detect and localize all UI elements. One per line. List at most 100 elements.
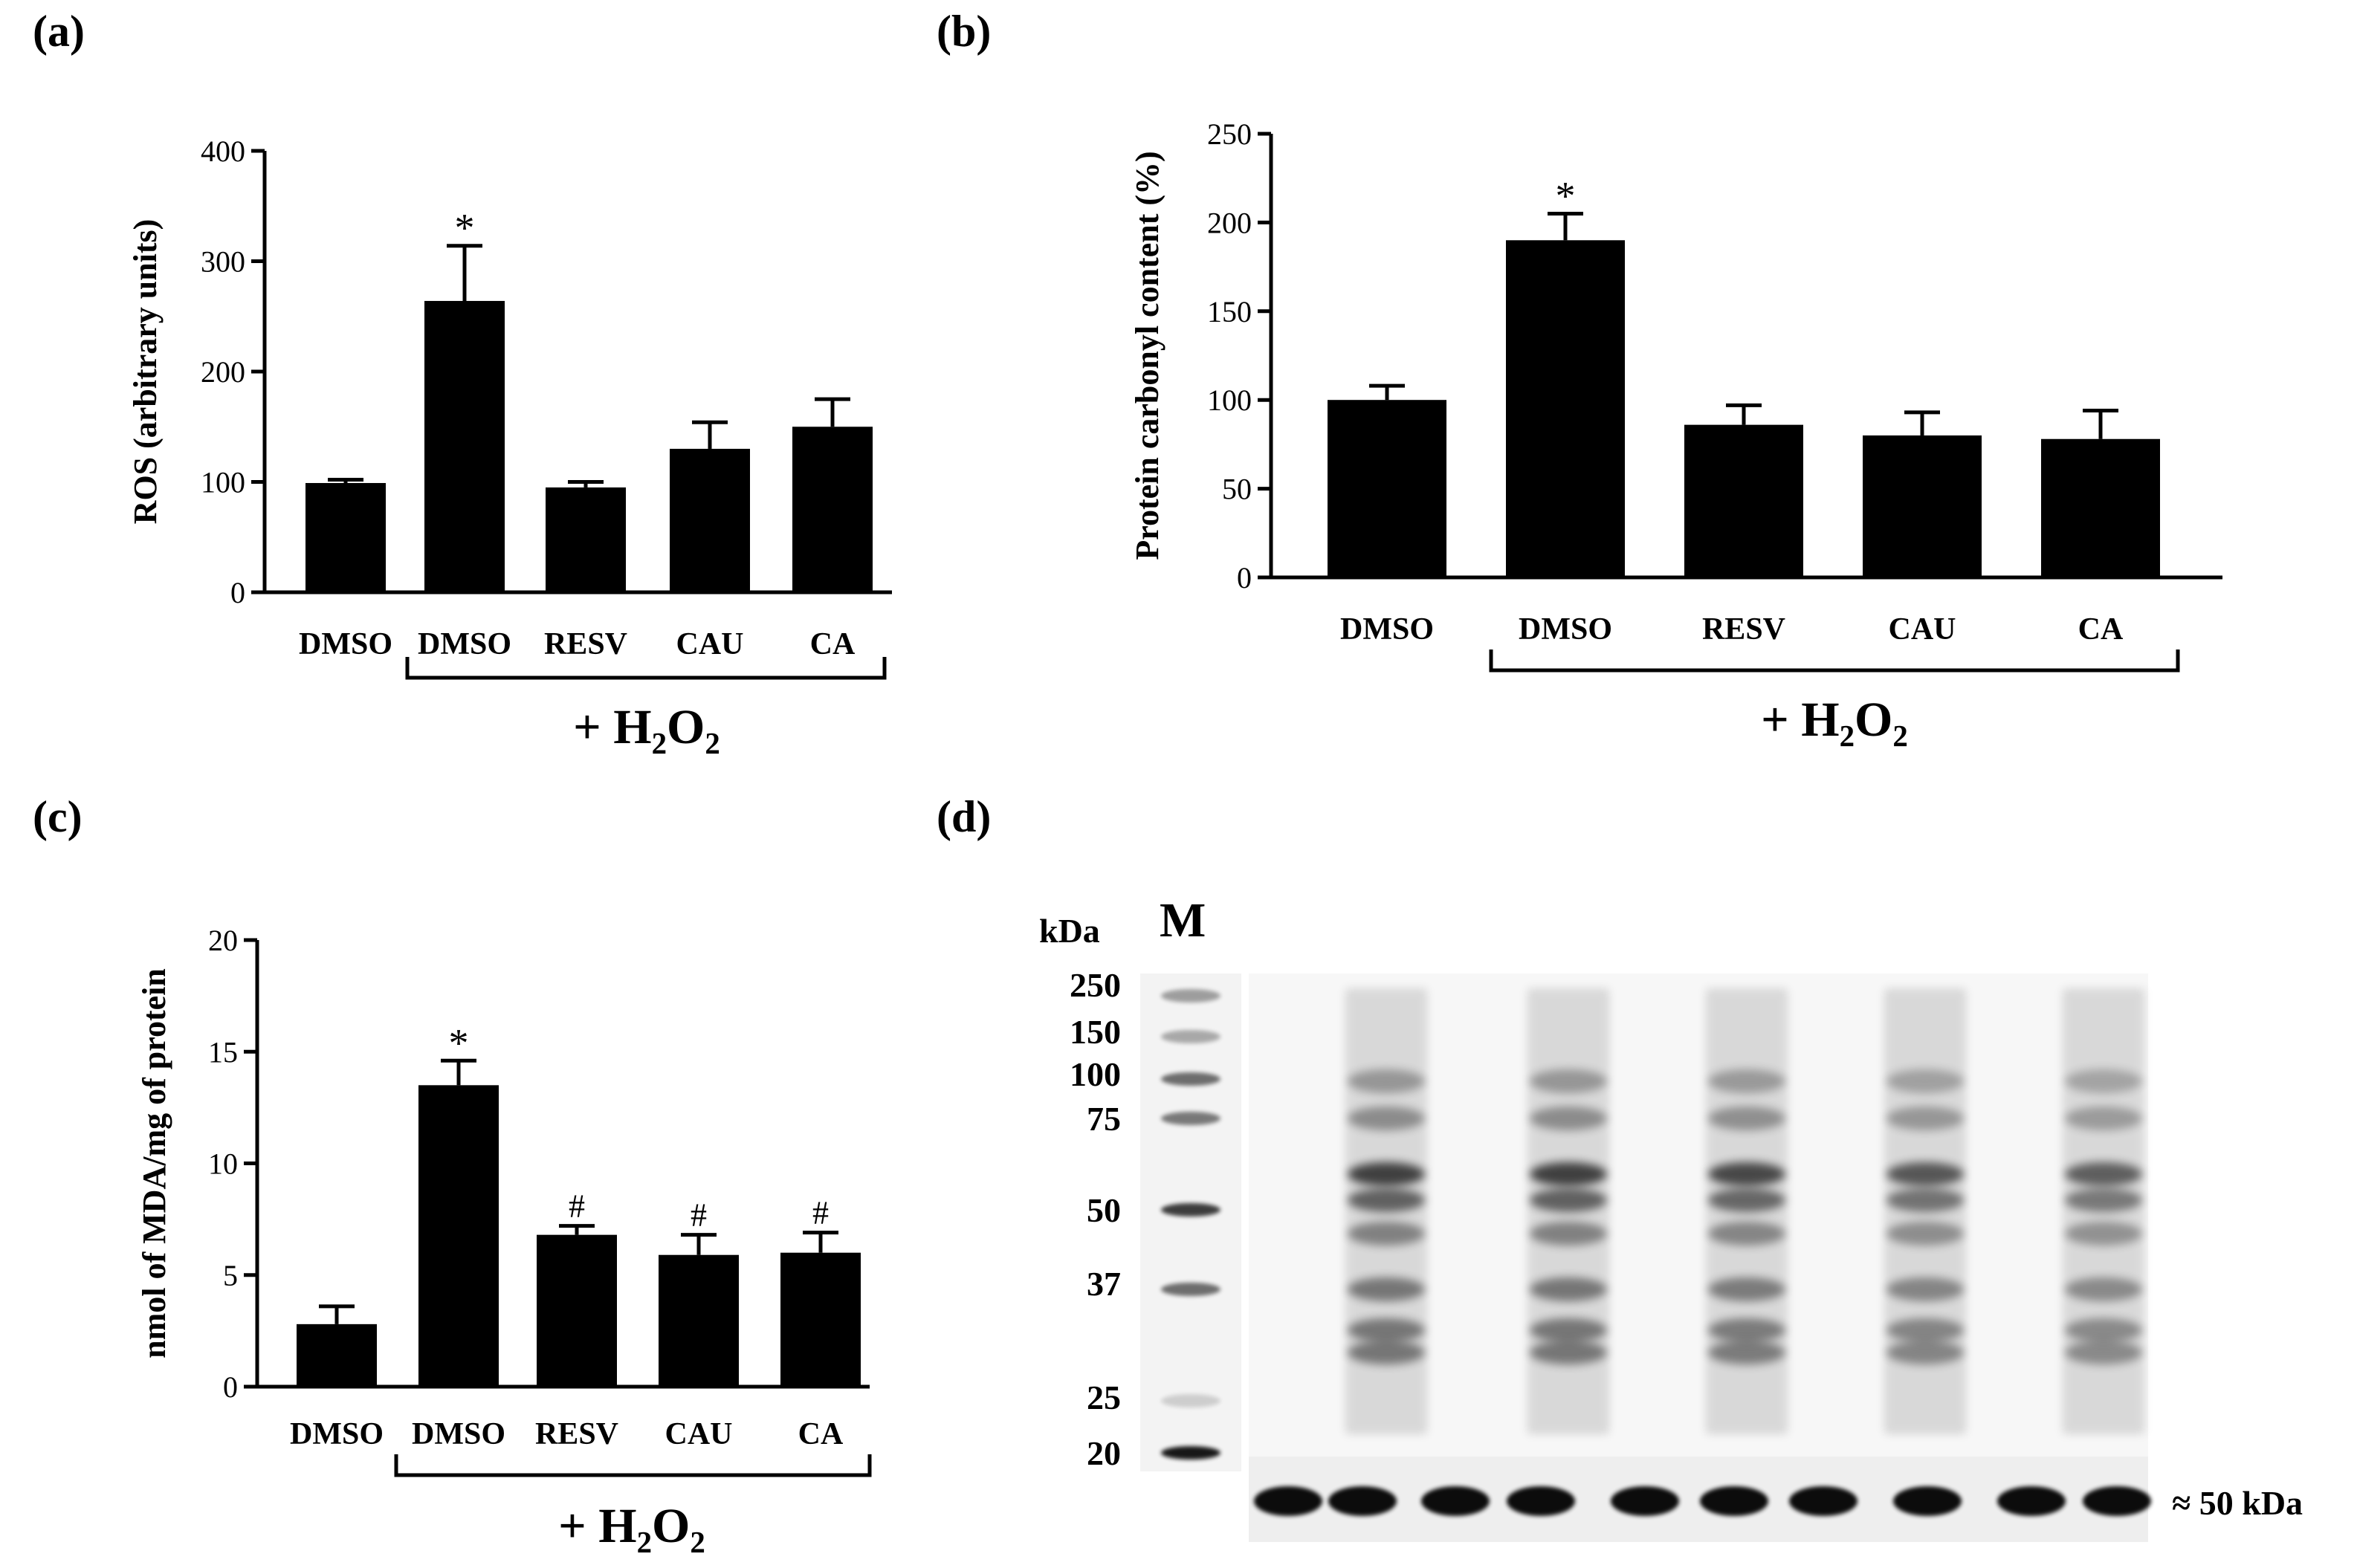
x-tick-label: RESV	[544, 627, 627, 661]
bar	[780, 1252, 861, 1387]
protein-band	[1886, 1069, 1964, 1093]
protein-band	[1886, 1341, 1964, 1364]
y-tick-label: 150	[1207, 295, 1252, 328]
significance-star: *	[1556, 173, 1576, 218]
y-tick-label: 20	[208, 924, 238, 957]
protein-band	[2065, 1107, 2142, 1130]
marker-band	[1161, 1112, 1220, 1125]
bar	[659, 1254, 739, 1387]
x-tick-label: CA	[2078, 612, 2124, 647]
bar	[297, 1324, 377, 1387]
marker-lane-label: M	[1160, 893, 1206, 947]
marker-size-label: 25	[1087, 1379, 1121, 1416]
protein-band	[1708, 1341, 1785, 1364]
marker-lane	[1140, 973, 1241, 1471]
protein-band	[1886, 1162, 1964, 1186]
protein-band	[1708, 1107, 1785, 1130]
blot-lane	[2063, 988, 2144, 1434]
y-tick-label: 0	[1237, 561, 1252, 595]
protein-band	[1530, 1188, 1607, 1212]
protein-band	[1708, 1277, 1785, 1301]
protein-band	[1348, 1222, 1425, 1245]
y-tick-label: 0	[223, 1370, 238, 1404]
x-tick-label: DMSO	[1519, 612, 1612, 647]
panel-label-c: (c)	[33, 792, 83, 841]
protein-band	[1348, 1341, 1425, 1364]
protein-band	[1348, 1162, 1425, 1186]
kda-label: kDa	[1039, 912, 1100, 950]
y-axis-label: ROS (arbitrary units)	[127, 219, 164, 525]
marker-size-label: 150	[1070, 1013, 1121, 1051]
y-axis-label: nmol of MDA/mg of protein	[136, 968, 172, 1358]
marker-band	[1161, 989, 1220, 1002]
protein-band	[1886, 1188, 1964, 1212]
bar	[424, 300, 505, 592]
y-tick-label: 200	[201, 355, 245, 389]
significance-star: *	[449, 1020, 469, 1065]
significance-hash: #	[812, 1195, 829, 1231]
protein-band	[1708, 1222, 1785, 1245]
protein-band	[1886, 1277, 1964, 1301]
panel-label-d: (d)	[937, 792, 992, 841]
bar	[1863, 435, 1982, 577]
blot-lane	[1345, 988, 1427, 1434]
protein-band	[1530, 1341, 1607, 1364]
protein-band	[1530, 1069, 1607, 1093]
significance-hash: #	[691, 1197, 707, 1234]
chart-b: 0 50 100 150 200 250 Protein carbonyl content …	[1129, 117, 2222, 753]
y-axis-label: Protein carbonyl content (%)	[1129, 151, 1165, 560]
y-tick-label: 300	[201, 245, 245, 279]
protein-band	[1530, 1318, 1607, 1342]
protein-band	[2065, 1222, 2142, 1245]
x-tick-label: CAU	[1889, 612, 1956, 647]
protein-band	[1530, 1222, 1607, 1245]
protein-band	[2065, 1069, 2142, 1093]
x-tick-label: DMSO	[299, 627, 392, 661]
loading-band	[1700, 1486, 1768, 1516]
bar	[1506, 240, 1625, 577]
loading-band	[1328, 1486, 1397, 1516]
bar	[305, 482, 386, 592]
blot-lane	[1884, 988, 1966, 1434]
protein-band	[1708, 1162, 1785, 1186]
protein-band	[2065, 1277, 2142, 1301]
protein-band	[1348, 1318, 1425, 1342]
protein-band	[1348, 1107, 1425, 1130]
bar	[537, 1234, 617, 1387]
treatment-bracket	[394, 1454, 872, 1477]
y-tick-label: 10	[208, 1147, 238, 1181]
x-tick-label: CA	[810, 627, 856, 661]
bar	[546, 487, 626, 592]
x-tick-label: CA	[798, 1417, 844, 1451]
protein-band	[1348, 1069, 1425, 1093]
x-tick-label: DMSO	[1340, 612, 1434, 647]
protein-band	[1708, 1318, 1785, 1342]
y-tick-label: 100	[201, 466, 245, 499]
treatment-label: + H2O2	[573, 700, 720, 760]
y-tick-label: 5	[223, 1259, 238, 1292]
loading-band	[1997, 1486, 2066, 1516]
loading-band	[2083, 1486, 2151, 1516]
marker-band	[1161, 1283, 1220, 1296]
protein-band	[2065, 1318, 2142, 1342]
protein-band	[1348, 1277, 1425, 1301]
blot-lane	[1706, 988, 1788, 1434]
marker-size-label: 100	[1070, 1055, 1121, 1093]
protein-band	[2065, 1341, 2142, 1364]
protein-band	[1886, 1107, 1964, 1130]
x-tick-label: RESV	[535, 1417, 618, 1451]
loading-band	[1254, 1486, 1322, 1516]
protein-band	[1886, 1318, 1964, 1342]
bar	[1684, 424, 1803, 577]
blot-lane	[1527, 988, 1609, 1434]
treatment-label: + H2O2	[1761, 693, 1908, 753]
significance-hash: #	[569, 1188, 585, 1225]
marker-size-label: 75	[1087, 1100, 1121, 1138]
protein-band	[1348, 1188, 1425, 1212]
treatment-bracket	[1489, 649, 2180, 673]
marker-size-label: 20	[1087, 1434, 1121, 1472]
treatment-label: + H2O2	[558, 1499, 705, 1559]
western-blot: kDa M 250 150 100 75 50 37 25 20 ≈ 50 kDa	[1039, 893, 2303, 1542]
protein-band	[1708, 1188, 1785, 1212]
